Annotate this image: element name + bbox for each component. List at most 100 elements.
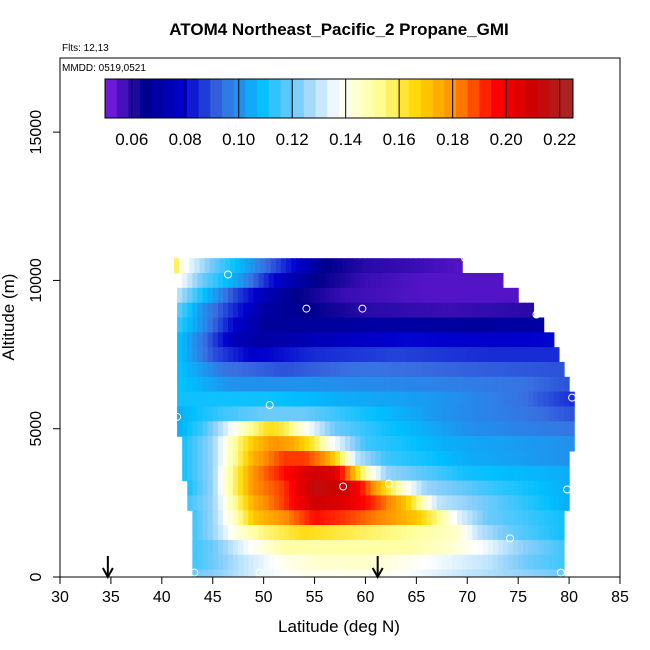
heatmap-cell <box>324 539 331 556</box>
heatmap-cell <box>314 480 321 497</box>
heatmap-cell <box>243 332 249 348</box>
heatmap-cell <box>299 406 305 422</box>
heatmap-cell <box>329 495 336 511</box>
heatmap-cell <box>207 317 214 333</box>
heatmap-cell <box>538 361 545 378</box>
heatmap-cell <box>467 495 473 511</box>
heatmap-cell <box>467 465 473 482</box>
heatmap-cell <box>350 525 356 541</box>
colorbar-cell <box>151 79 164 118</box>
heatmap-cell <box>401 450 407 467</box>
heatmap-cell <box>212 317 219 333</box>
heatmap-cell <box>212 421 219 437</box>
heatmap-cell <box>380 287 387 304</box>
heatmap-cell <box>324 302 331 319</box>
heatmap-cell <box>482 525 489 541</box>
heatmap-cell <box>199 258 206 274</box>
heatmap-cell <box>390 347 397 363</box>
heatmap-cell <box>441 302 448 319</box>
heatmap-cell <box>340 569 346 577</box>
heatmap-cell <box>411 347 417 363</box>
heatmap-cell <box>441 450 448 467</box>
heatmap-cell <box>350 347 356 363</box>
heatmap-cell <box>502 376 509 393</box>
heatmap-cell <box>243 495 249 511</box>
heatmap-cell <box>217 436 224 452</box>
heatmap-cell <box>258 391 265 408</box>
heatmap-cell <box>222 569 229 577</box>
heatmap-cell <box>212 480 219 497</box>
heatmap-cell <box>278 450 285 467</box>
heatmap-cell <box>365 525 372 541</box>
heatmap-cell <box>212 347 219 363</box>
heatmap-cell <box>533 347 540 363</box>
heatmap-cell <box>314 361 321 378</box>
heatmap-cell <box>390 465 397 482</box>
heatmap-cell <box>273 332 280 348</box>
heatmap-cell <box>334 465 341 482</box>
heatmap-cell <box>508 391 514 408</box>
heatmap-cell <box>482 302 489 319</box>
heatmap-cell <box>396 569 402 577</box>
heatmap-cell <box>523 510 529 526</box>
heatmap-cell <box>324 569 331 577</box>
heatmap-cell <box>436 510 443 526</box>
heatmap-cell <box>260 258 267 274</box>
heatmap-cell <box>497 554 504 571</box>
heatmap-cell <box>538 480 545 497</box>
heatmap-cell <box>370 525 377 541</box>
heatmap-cell <box>390 539 397 556</box>
colorbar-cell <box>128 79 141 118</box>
heatmap-cell <box>543 569 550 577</box>
heatmap-cell <box>406 450 412 467</box>
heatmap-cell <box>329 436 336 452</box>
heatmap-cell <box>263 480 270 497</box>
heatmap-cell <box>380 391 387 408</box>
heatmap-cell <box>248 495 255 511</box>
heatmap-cell <box>497 332 504 348</box>
heatmap-cell <box>355 539 361 556</box>
heatmap-cell <box>492 450 499 467</box>
heatmap-cell <box>187 302 193 319</box>
heatmap-cell <box>222 480 229 497</box>
heatmap-cell <box>436 406 443 422</box>
heatmap-cell <box>248 317 255 333</box>
heatmap-cell <box>212 406 219 422</box>
heatmap-cell <box>441 376 448 393</box>
heatmap-cell <box>569 436 575 452</box>
heatmap-cell <box>452 421 458 437</box>
heatmap-cell <box>197 480 204 497</box>
heatmap-cell <box>192 554 199 571</box>
heatmap-cell <box>192 465 199 482</box>
heatmap-cell <box>462 569 468 577</box>
heatmap-cell <box>345 421 351 437</box>
heatmap-cell <box>329 554 336 571</box>
heatmap-cell <box>513 554 519 571</box>
heatmap-cell <box>508 317 514 333</box>
heatmap-cell <box>350 376 356 393</box>
heatmap-cell <box>177 273 183 289</box>
heatmap-cell <box>462 347 468 363</box>
heatmap-cell <box>324 495 331 511</box>
heatmap-cell <box>248 361 255 378</box>
heatmap-cell <box>380 302 387 319</box>
heatmap-cell <box>487 332 494 348</box>
heatmap-cell <box>187 317 193 333</box>
heatmap-cell <box>482 465 489 482</box>
colorbar-cell <box>198 79 211 118</box>
heatmap-cell <box>446 302 453 319</box>
heatmap-cell <box>472 525 479 541</box>
heatmap-cell <box>452 332 458 348</box>
heatmap-cell <box>309 554 316 571</box>
heatmap-cell <box>426 421 433 437</box>
heatmap-cell <box>253 391 260 408</box>
heatmap-cell <box>177 391 183 408</box>
heatmap-cell <box>263 421 270 437</box>
y-tick-label: 10000 <box>28 258 45 303</box>
heatmap-cell <box>487 347 494 363</box>
heatmap-cell <box>340 317 346 333</box>
heatmap-cell <box>502 347 509 363</box>
heatmap-cell <box>564 391 570 408</box>
heatmap-cell <box>360 539 367 556</box>
heatmap-cell <box>182 421 188 437</box>
